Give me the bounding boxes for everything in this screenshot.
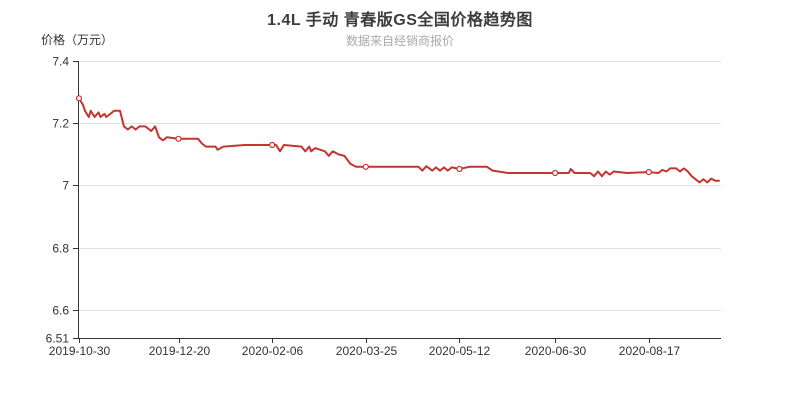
y-tick-label: 7 — [62, 179, 69, 193]
x-tick-label: 2020-06-30 — [525, 344, 587, 358]
y-axis-title: 价格（万元） — [41, 33, 114, 47]
y-tick-label: 6.6 — [52, 304, 69, 318]
x-tick-label: 2020-05-12 — [429, 344, 491, 358]
price-line-series[interactable] — [78, 97, 720, 184]
chart-title: 1.4L 手动 青春版GS全国价格趋势图 — [267, 12, 533, 29]
x-tick-label: 2019-12-20 — [149, 344, 211, 358]
x-tick-label: 2020-03-25 — [336, 344, 398, 358]
grid-lines — [78, 61, 721, 311]
x-tick-label: 2019-10-30 — [49, 344, 111, 358]
y-tick-label: 6.51 — [46, 332, 70, 346]
y-tick-label: 7.4 — [52, 55, 69, 69]
chart-subtitle: 数据来自经销商报价 — [345, 34, 454, 48]
x-tick-label: 2020-08-17 — [619, 344, 681, 358]
y-tick-label: 7.2 — [52, 117, 69, 131]
data-point-markers — [75, 95, 652, 177]
y-tick-label: 6.8 — [52, 242, 69, 256]
y-axis: 7.4 7.2 7 6.8 6.6 6.51 — [46, 55, 79, 346]
x-tick-label: 2020-02-06 — [242, 344, 304, 358]
x-axis: 2019-10-30 2019-12-20 2020-02-06 2020-03-25… — [49, 338, 721, 358]
